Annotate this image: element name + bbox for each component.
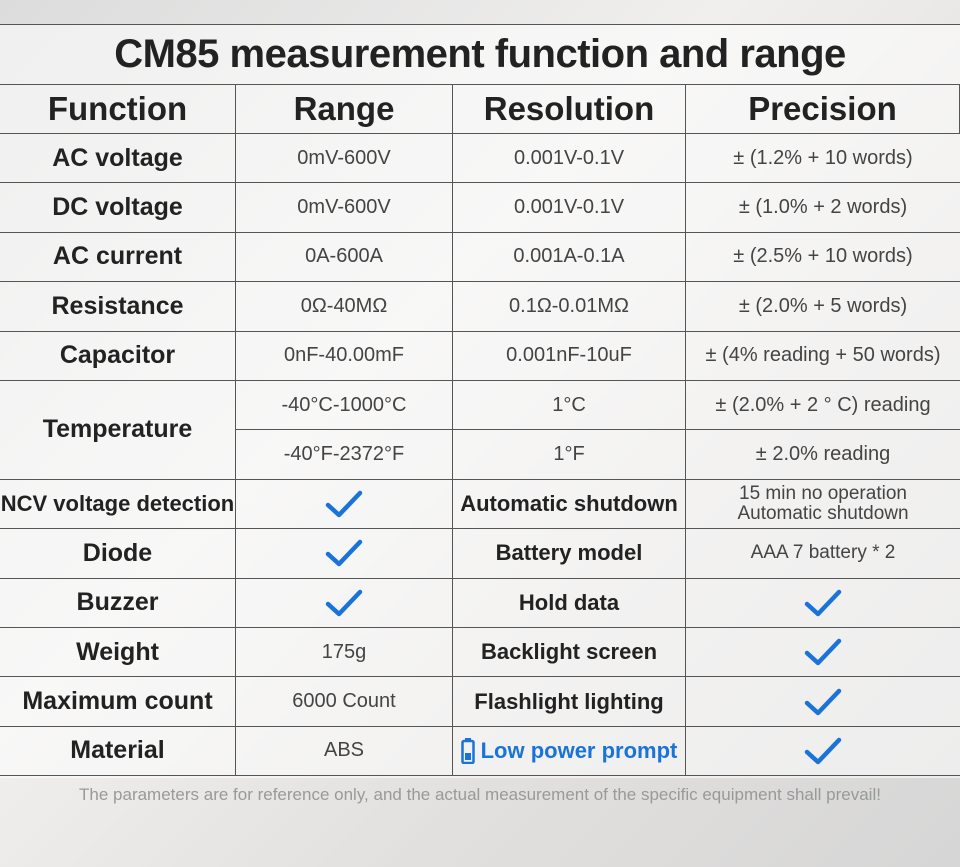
footnote: The parameters are for reference only, a…: [79, 785, 881, 804]
cell: AC voltage: [0, 134, 236, 184]
cell: Automatic shutdown: [453, 479, 686, 530]
cell: Weight: [0, 628, 236, 678]
cell: Material: [0, 726, 236, 777]
title: CM85 measurement function and range: [0, 24, 960, 85]
header-cell: Function: [0, 84, 236, 134]
cell: 1°C: [453, 381, 686, 431]
cell: Hold data: [453, 578, 686, 628]
header-cell: Precision: [686, 84, 960, 134]
cell: ± (1.0% + 2 words): [686, 183, 960, 233]
cell: 0Ω-40MΩ: [236, 282, 453, 332]
cell: Buzzer: [0, 578, 236, 628]
cell: ± (1.2% + 10 words): [686, 134, 960, 184]
cell: Capacitor: [0, 331, 236, 381]
cell: 0.001nF-10uF: [453, 331, 686, 381]
cell: -40°F-2372°F: [236, 430, 453, 480]
cell: Resistance: [0, 282, 236, 332]
table: [0, 24, 960, 778]
cell: 1°F: [453, 430, 686, 480]
cell: NCV voltage detection: [0, 479, 236, 530]
cell: Backlight screen: [453, 628, 686, 678]
cell: Flashlight lighting: [453, 677, 686, 727]
cell: Low power prompt: [453, 726, 686, 777]
cell: DC voltage: [0, 183, 236, 233]
cell: ± (4% reading + 50 words): [686, 332, 960, 381]
cell: ± (2.5% + 10 words): [686, 233, 960, 283]
cell: 0.001V-0.1V: [453, 134, 686, 184]
cell: ± (2.0% + 5 words): [686, 282, 960, 332]
cell: 0.001V-0.1V: [453, 183, 686, 233]
check-cell: [686, 579, 960, 628]
header-cell: Range: [236, 84, 453, 134]
cell: 0mV-600V: [236, 183, 453, 233]
cell: 0nF-40.00mF: [236, 331, 453, 381]
cell: 0A-600A: [236, 232, 453, 283]
cell: Temperature: [0, 381, 236, 480]
cell: 0.001A-0.1A: [453, 232, 686, 283]
check-cell: [236, 529, 453, 579]
check-cell: [686, 628, 960, 678]
cell: 15 min no operation Automatic shutdown: [686, 480, 960, 530]
cell: 0mV-600V: [236, 134, 453, 184]
cell: ABS: [236, 726, 453, 777]
cell: Battery model: [453, 529, 686, 579]
header-cell: Resolution: [453, 84, 686, 134]
cell-text: Low power prompt: [480, 737, 678, 763]
cell: AAA 7 battery * 2: [686, 529, 960, 579]
cell: ± (2.0% + 2 ° C) reading: [686, 381, 960, 431]
cell: Maximum count: [0, 677, 236, 727]
cell: ± 2.0% reading: [686, 430, 960, 480]
check-cell: [236, 479, 453, 530]
check-cell: [686, 677, 960, 727]
cell: AC current: [0, 232, 236, 283]
cell: 6000 Count: [236, 677, 453, 727]
cell: 0.1Ω-0.01MΩ: [453, 282, 686, 332]
check-cell: [686, 727, 960, 777]
check-cell: [236, 578, 453, 628]
cell: Diode: [0, 529, 236, 579]
cell: 175g: [236, 628, 453, 678]
cell: -40°C-1000°C: [236, 381, 453, 431]
